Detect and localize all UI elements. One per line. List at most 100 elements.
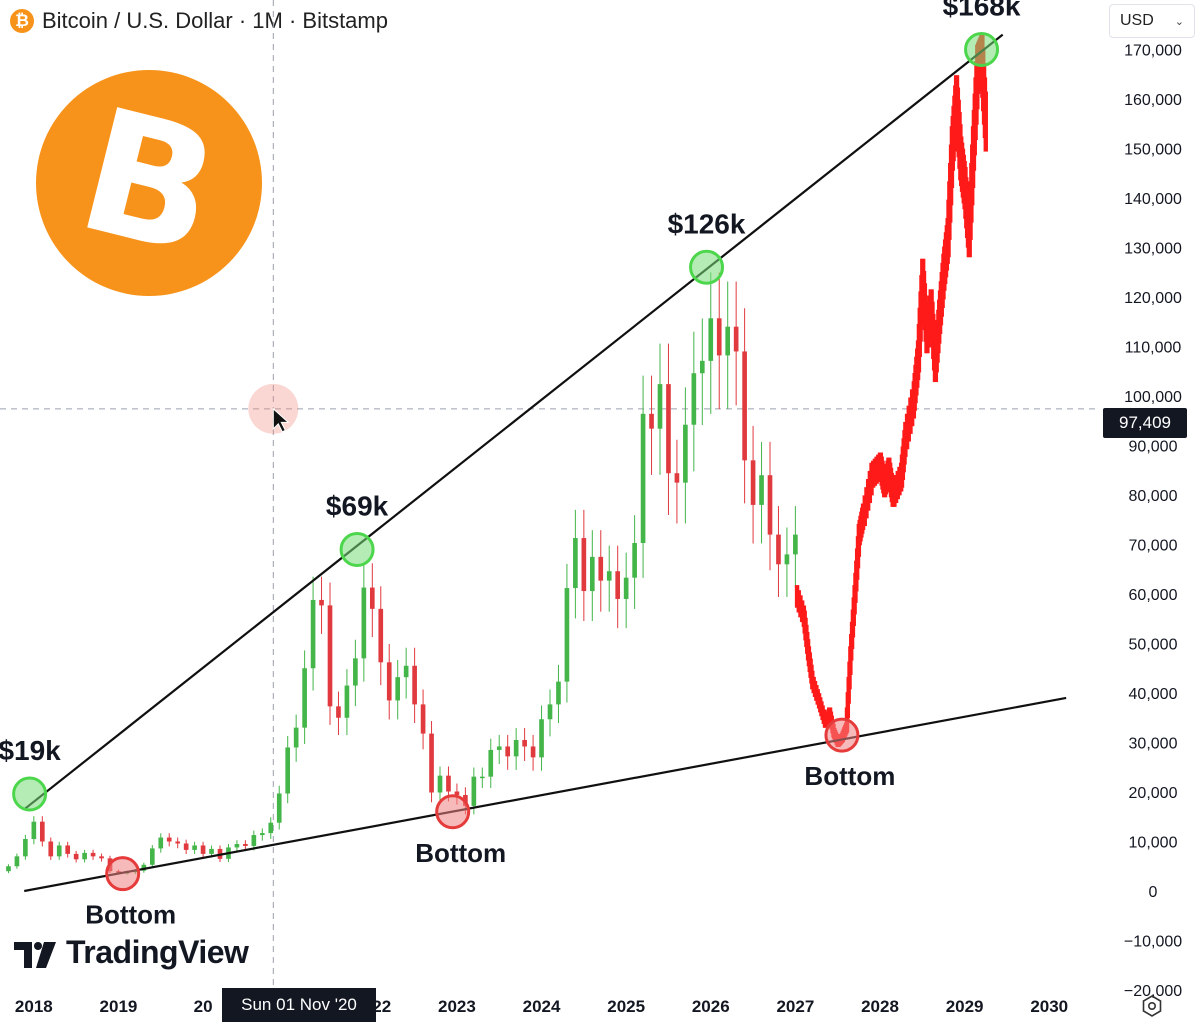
candle-body xyxy=(39,821,45,842)
candle-body xyxy=(742,351,747,461)
y-tick-label: 70,000 xyxy=(1129,538,1178,555)
y-tick-label: 100,000 xyxy=(1124,389,1182,406)
peak-marker xyxy=(689,249,725,285)
candle-body xyxy=(556,681,561,705)
x-tick-label: 2023 xyxy=(438,997,476,1016)
candle-body xyxy=(598,556,604,581)
candle-body xyxy=(606,571,612,581)
y-tick-label: 0 xyxy=(1149,884,1158,901)
x-tick-label: 2019 xyxy=(100,997,138,1016)
candle-body xyxy=(90,852,96,857)
candle-body xyxy=(420,704,426,734)
candle-body xyxy=(14,856,20,867)
candle-body xyxy=(23,839,28,857)
candle-body xyxy=(276,793,282,823)
peak-label: $168k xyxy=(943,0,1021,22)
candle-body xyxy=(31,821,37,840)
candle-body xyxy=(767,475,773,535)
candle-body xyxy=(573,538,578,589)
candle-body xyxy=(759,475,764,505)
y-tick-label: 40,000 xyxy=(1129,686,1178,703)
candle-body xyxy=(319,599,324,606)
forecast-candle xyxy=(848,646,853,675)
candle-body xyxy=(691,373,697,425)
candle-body xyxy=(581,538,587,592)
candle-body xyxy=(395,677,401,701)
candle-body xyxy=(640,413,646,544)
y-tick-label: 20,000 xyxy=(1129,785,1178,802)
candle-body xyxy=(539,719,544,758)
candle-body xyxy=(674,473,680,483)
bitcoin-icon: ₿ xyxy=(10,9,34,33)
candle-body xyxy=(522,740,527,747)
y-tick-label: 120,000 xyxy=(1124,290,1182,307)
candle-body xyxy=(99,856,104,859)
candle-body xyxy=(437,775,443,793)
candle-body xyxy=(259,833,265,836)
candle-body xyxy=(56,845,62,857)
peak-marker xyxy=(339,531,375,567)
candle-body xyxy=(6,866,11,872)
y-tick-label: −10,000 xyxy=(1124,934,1182,951)
y-tick-label: 110,000 xyxy=(1125,340,1182,357)
crosshair-price-label: 97,409 xyxy=(1103,408,1187,438)
candle-body xyxy=(496,746,502,750)
forecast-candle xyxy=(846,676,851,704)
candle-body xyxy=(479,776,485,779)
bottom-marker xyxy=(824,717,860,753)
peak-label: $19k xyxy=(0,735,61,766)
y-tick-label: 30,000 xyxy=(1129,736,1178,753)
candle-body xyxy=(251,835,257,846)
peak-label: $69k xyxy=(326,490,389,521)
candle-body xyxy=(657,384,663,429)
y-tick-label: 170,000 xyxy=(1124,43,1182,60)
candle-body xyxy=(336,706,341,718)
candle-body xyxy=(429,733,434,793)
currency-select[interactable]: USD ⌄ xyxy=(1109,4,1195,38)
crosshair-time-label: Sun 01 Nov '20 xyxy=(222,988,376,1022)
bottom-label: Bottom xyxy=(804,761,895,791)
y-tick-label: 60,000 xyxy=(1129,587,1178,604)
candle-body xyxy=(666,384,671,474)
candle-body xyxy=(65,845,71,854)
candle-body xyxy=(378,608,384,663)
y-tick-label: −20,000 xyxy=(1124,983,1182,1000)
candle-body xyxy=(302,668,307,728)
bottom-label: Bottom xyxy=(415,838,506,868)
bottom-label: Bottom xyxy=(85,900,176,930)
candle-body xyxy=(615,571,621,599)
upper-trendline xyxy=(23,33,1004,811)
candle-body xyxy=(386,662,392,701)
x-tick-label: 2024 xyxy=(523,997,561,1016)
chart-header: ₿ Bitcoin / U.S. Dollar · 1M · Bitstamp xyxy=(10,6,388,36)
y-tick-label: 150,000 xyxy=(1124,142,1182,159)
candle-body xyxy=(564,588,570,682)
candle-body xyxy=(793,534,798,555)
candle-body xyxy=(361,587,367,659)
tradingview-logo[interactable]: TradingView xyxy=(14,934,249,971)
y-tick-label: 130,000 xyxy=(1124,241,1182,258)
settings-icon[interactable] xyxy=(1140,994,1164,1018)
symbol-title[interactable]: Bitcoin / U.S. Dollar · 1M · Bitstamp xyxy=(42,8,388,33)
candle-body xyxy=(725,326,731,356)
candle-body xyxy=(183,843,189,850)
candle-body xyxy=(327,605,333,707)
candle-body xyxy=(369,587,375,609)
candle-body xyxy=(149,848,155,865)
x-tick-label: 2028 xyxy=(861,997,899,1016)
x-tick-label: 2029 xyxy=(946,997,984,1016)
candle-body xyxy=(82,852,87,860)
candle-body xyxy=(750,460,756,505)
candle-body xyxy=(166,837,172,842)
candle-body xyxy=(623,577,629,599)
forecast-candle xyxy=(983,91,988,152)
candle-body xyxy=(513,740,519,757)
candle-body xyxy=(708,318,714,361)
x-tick-label: 2030 xyxy=(1030,997,1068,1016)
candle-body xyxy=(310,599,316,669)
candle-body xyxy=(175,841,181,844)
candle-body xyxy=(200,845,206,854)
candle-body xyxy=(73,853,79,860)
y-tick-label: 90,000 xyxy=(1129,439,1178,456)
